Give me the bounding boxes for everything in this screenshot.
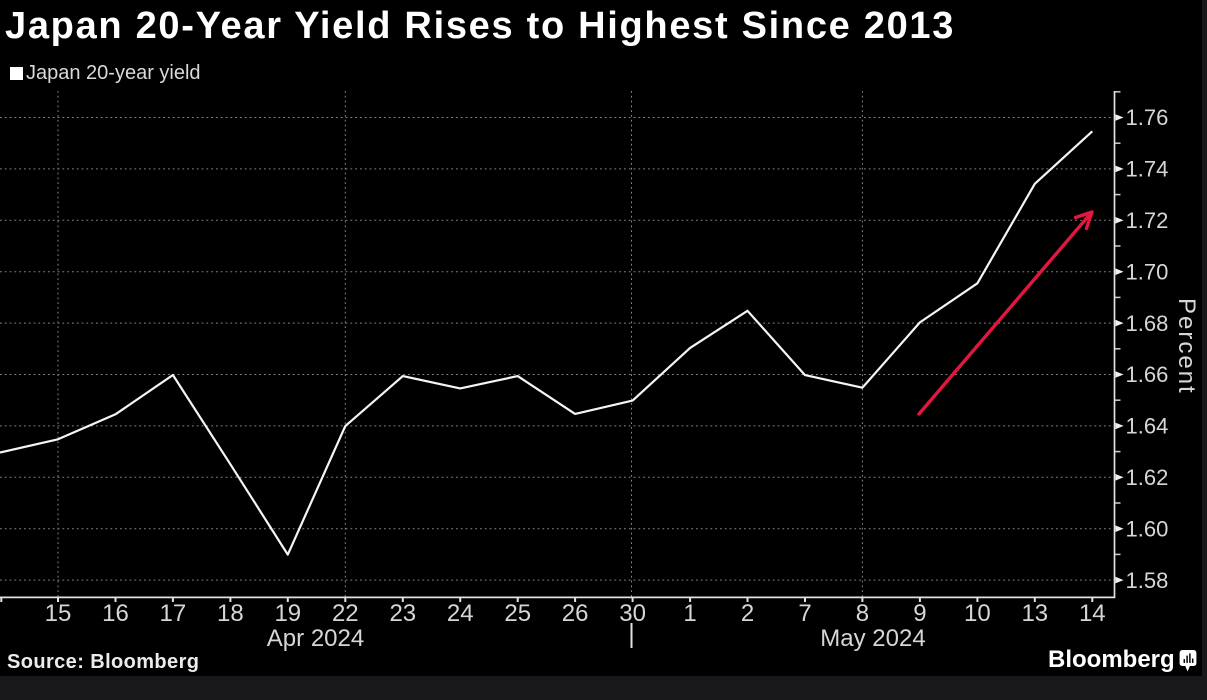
svg-text:17: 17 [160,600,187,627]
svg-text:19: 19 [274,600,301,627]
svg-text:1.70: 1.70 [1126,259,1169,284]
svg-text:14: 14 [1079,600,1106,627]
svg-text:15: 15 [45,600,72,627]
svg-text:25: 25 [504,600,531,627]
svg-text:13: 13 [1021,600,1048,627]
svg-text:1.64: 1.64 [1126,414,1169,439]
svg-text:9: 9 [913,600,926,627]
svg-text:23: 23 [389,600,416,627]
svg-text:Apr 2024: Apr 2024 [267,625,364,652]
svg-text:30: 30 [619,600,646,627]
svg-text:1.58: 1.58 [1126,568,1169,593]
svg-text:1.76: 1.76 [1126,105,1169,130]
svg-text:1.74: 1.74 [1126,157,1169,182]
svg-text:24: 24 [447,600,474,627]
svg-text:22: 22 [332,600,359,627]
svg-text:2: 2 [741,600,754,627]
svg-text:1.66: 1.66 [1126,362,1169,387]
svg-text:1.62: 1.62 [1126,465,1169,490]
svg-text:1: 1 [683,600,696,627]
svg-text:May 2024: May 2024 [820,625,925,652]
svg-text:8: 8 [856,600,869,627]
svg-text:Percent: Percent [1173,298,1200,395]
svg-text:26: 26 [562,600,589,627]
svg-text:7: 7 [798,600,811,627]
svg-text:10: 10 [964,600,991,627]
svg-text:1.72: 1.72 [1126,208,1169,233]
svg-text:16: 16 [102,600,129,627]
svg-text:1.60: 1.60 [1126,516,1169,541]
svg-text:1.68: 1.68 [1126,311,1169,336]
svg-text:18: 18 [217,600,244,627]
